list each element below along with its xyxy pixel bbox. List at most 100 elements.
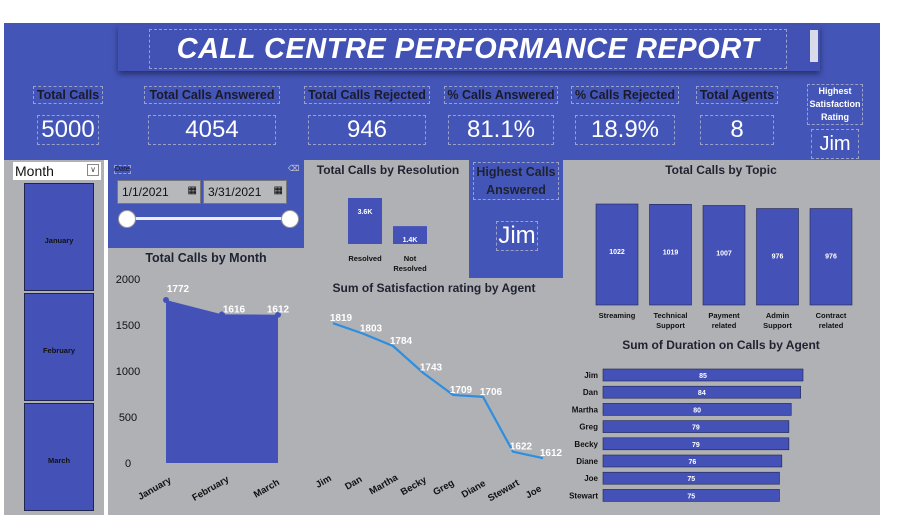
tick-label: Jim xyxy=(584,371,598,380)
tick-label: Payment xyxy=(708,311,740,320)
data-label: 3.6K xyxy=(358,209,373,216)
tick-label: Streaming xyxy=(599,311,636,320)
kpi-label: Highest Satisfaction Rating xyxy=(807,84,863,125)
date-end-value: 3/31/2021 xyxy=(208,185,262,199)
chart-title: Total Calls by Month xyxy=(145,251,266,265)
tick-label: 500 xyxy=(119,412,137,424)
eraser-icon[interactable]: ⌫ xyxy=(288,164,300,173)
bar xyxy=(602,368,804,382)
data-label: 79 xyxy=(692,425,700,432)
data-label: 84 xyxy=(698,390,706,397)
tick-label: Stewart xyxy=(569,491,598,500)
data-label: 1622 xyxy=(510,442,533,453)
bar xyxy=(602,471,780,485)
tick-label: Contract xyxy=(816,311,847,320)
month-slicer-label: Month xyxy=(15,163,54,179)
bar xyxy=(809,208,853,306)
tick-label: Technical xyxy=(653,311,687,320)
tick-label: related xyxy=(712,321,737,330)
date-slicer-label: Date xyxy=(114,165,131,174)
month-button-label: January xyxy=(44,236,74,245)
highest-calls-card xyxy=(469,160,563,278)
data-label: 1706 xyxy=(480,387,503,398)
data-label: 1709 xyxy=(450,385,473,396)
chevron-down-icon[interactable]: ∨ xyxy=(87,164,99,176)
series-line xyxy=(332,322,544,460)
kpi-value: Jim xyxy=(811,129,859,159)
month-button[interactable]: February xyxy=(24,293,94,401)
date-range-track[interactable] xyxy=(127,217,290,220)
bar xyxy=(348,198,382,244)
point xyxy=(163,296,169,303)
tick-label: 0 xyxy=(125,458,131,470)
data-label: 1007 xyxy=(716,250,732,257)
kpi-value: 18.9% xyxy=(575,115,675,145)
chart-title: Sum of Duration on Calls by Agent xyxy=(622,338,820,352)
month-button[interactable]: January xyxy=(24,183,94,291)
tick-label: Admin xyxy=(766,311,790,320)
calendar-icon[interactable]: ▦ xyxy=(187,185,197,196)
data-label: 976 xyxy=(825,254,837,261)
bar xyxy=(756,208,799,306)
kpi-label: Total Calls Answered xyxy=(144,86,280,104)
bar xyxy=(602,454,783,468)
month-button-label: February xyxy=(42,346,76,355)
data-label: 1743 xyxy=(420,363,443,374)
tick-label: related xyxy=(819,321,844,330)
kpi-value: 8 xyxy=(700,115,774,145)
bar xyxy=(595,203,639,306)
tick-label: Resolved xyxy=(348,254,382,263)
title-bar-marker xyxy=(810,30,818,62)
kpi-label: Total Calls Rejected xyxy=(304,86,430,104)
data-label: 1819 xyxy=(330,313,353,324)
data-label: 76 xyxy=(689,459,697,466)
kpi-value: 4054 xyxy=(148,115,276,145)
kpi-label: % Calls Rejected xyxy=(571,86,679,104)
point xyxy=(275,311,281,318)
tick-label: 2000 xyxy=(116,274,140,286)
data-label: 1019 xyxy=(663,249,679,256)
kpi-value: 5000 xyxy=(37,115,99,145)
data-label: 976 xyxy=(772,254,784,261)
data-label: 80 xyxy=(693,407,701,414)
chart-title: Total Calls by Resolution xyxy=(317,163,459,177)
highest-calls-label: Highest Calls Answered xyxy=(473,162,559,200)
page-title: CALL CENTRE PERFORMANCE REPORT xyxy=(149,29,787,69)
kpi-label: Total Calls xyxy=(33,86,103,104)
title-banner xyxy=(118,25,820,71)
area xyxy=(166,299,278,463)
data-label: 79 xyxy=(692,442,700,449)
tick-label: Martha xyxy=(572,405,599,414)
data-label: 1.4K xyxy=(403,237,418,244)
calendar-icon[interactable]: ▦ xyxy=(273,185,283,196)
data-label: 75 xyxy=(687,476,695,483)
data-label: 1616 xyxy=(223,304,246,315)
date-range-handle-end[interactable] xyxy=(281,210,299,228)
month-slicer-header[interactable]: Month ∨ xyxy=(13,162,101,180)
tick-label: 1500 xyxy=(116,320,140,332)
date-start-value: 1/1/2021 xyxy=(122,185,169,199)
tick-label: Diane xyxy=(576,457,598,466)
tick-label: January xyxy=(136,475,174,503)
bar xyxy=(393,226,427,244)
tick-label: Dan xyxy=(583,388,598,397)
tick-label: Support xyxy=(763,321,792,330)
point xyxy=(219,311,225,318)
bar xyxy=(602,420,790,433)
tick-label: Stewart xyxy=(486,477,522,504)
tick-label: Joe xyxy=(524,483,544,501)
bar xyxy=(649,203,692,306)
kpi-label: Total Agents xyxy=(696,86,778,104)
tick-label: Becky xyxy=(574,440,598,449)
date-start-field[interactable]: 1/1/2021 ▦ xyxy=(117,180,201,204)
data-label: 85 xyxy=(699,373,707,380)
tick-label: Becky xyxy=(399,474,429,498)
date-end-field[interactable]: 3/31/2021 ▦ xyxy=(203,180,287,204)
highest-calls-value: Jim xyxy=(496,221,538,251)
month-button[interactable]: March xyxy=(24,403,94,511)
tick-label: Jim xyxy=(314,473,334,491)
date-range-handle-start[interactable] xyxy=(118,210,136,228)
tick-label: Not xyxy=(404,254,417,263)
bar xyxy=(702,205,746,306)
kpi-value: 81.1% xyxy=(448,115,554,145)
